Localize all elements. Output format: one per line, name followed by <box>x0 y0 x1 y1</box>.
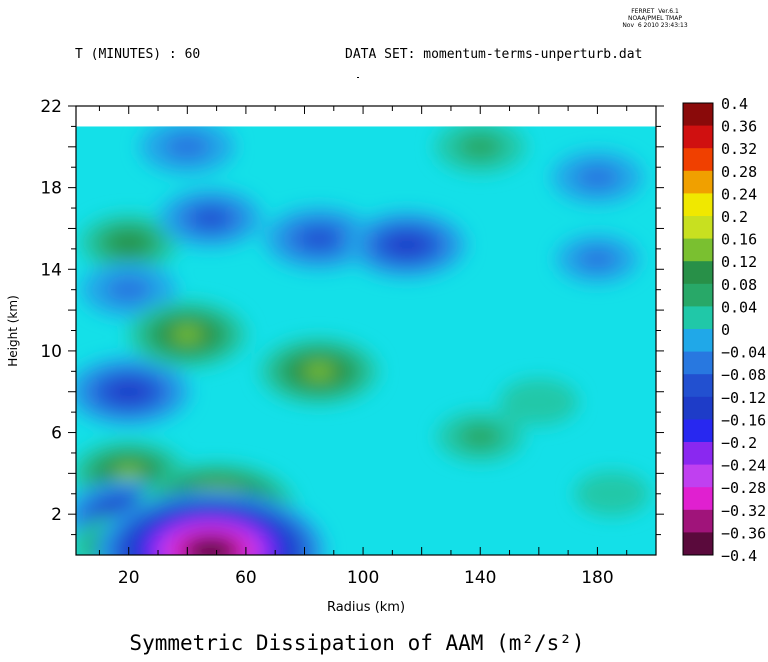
heatmap-plot-area <box>76 126 656 555</box>
colorbar-segment-6 <box>683 238 713 262</box>
x-tick-label-0: 20 <box>118 568 140 588</box>
heatmap-blob-12-4 <box>304 362 335 380</box>
colorbar-segment-7 <box>683 261 713 285</box>
colorbar-label-14: −0.16 <box>721 411 766 429</box>
colorbar-segment-10 <box>683 329 713 353</box>
colorbar-segment-2 <box>683 148 713 172</box>
colorbar-segment-9 <box>683 306 713 330</box>
heatmap-blob-20-1 <box>574 471 650 517</box>
colorbar-segment-15 <box>683 442 713 466</box>
colorbar-segment-11 <box>683 351 713 375</box>
colorbar-label-10: 0 <box>721 321 730 339</box>
colorbar-segment-5 <box>683 216 713 240</box>
colorbar-segment-14 <box>683 419 713 443</box>
y-tick-label-2: 10 <box>40 342 62 362</box>
heatmap-blob-16-2 <box>458 423 503 450</box>
colorbar-label-6: 0.16 <box>721 231 757 249</box>
colorbar-label-1: 0.36 <box>721 118 757 136</box>
colorbar-segment-12 <box>683 374 713 398</box>
stamp-line-2: NOAA/PMEL TMAP <box>628 15 682 22</box>
colorbar-label-17: −0.28 <box>721 479 766 497</box>
colorbar-label-9: 0.04 <box>721 298 757 316</box>
colorbar-segment-13 <box>683 396 713 420</box>
colorbar: 0.4 0.36 0.32 0.28 0.24 0.2 0.16 0.12 0.08 0.04 0 −… <box>682 95 766 565</box>
heatmap-blob-8-3 <box>193 208 229 229</box>
colorbar-segment-0 <box>683 103 713 127</box>
colorbar-segment-3 <box>683 170 713 194</box>
time-label: T (MINUTES) : 60 <box>75 47 201 62</box>
colorbar-label-13: −0.12 <box>721 389 766 407</box>
colorbar-label-2: 0.32 <box>721 140 757 158</box>
stamp-line-1: FERRET Ver.6.1 <box>631 8 679 15</box>
colorbar-label-19: −0.36 <box>721 524 766 542</box>
colorbar-label-12: −0.08 <box>721 366 766 384</box>
y-tick-label-5: 22 <box>40 97 62 117</box>
heatmap-blob-6-4 <box>172 326 203 344</box>
y-axis-label: Height (km) <box>6 295 20 366</box>
colorbar-segment-17 <box>683 487 713 511</box>
colorbar-label-8: 0.08 <box>721 276 757 294</box>
heatmap-blob-3-4 <box>114 465 144 482</box>
heatmap-blob-1-2 <box>104 275 153 304</box>
colorbar-label-4: 0.24 <box>721 185 757 203</box>
colorbar-segment-1 <box>683 125 713 149</box>
heatmap-blob-19-2 <box>576 246 619 272</box>
heatmap-blob-14-4 <box>391 236 423 254</box>
colorbar-label-15: −0.2 <box>721 434 757 452</box>
colorbar-segment-16 <box>683 464 713 488</box>
heatmap-blob-2-4 <box>113 383 145 401</box>
chart-title: Symmetric Dissipation of AAM (m²/s²) <box>129 631 584 655</box>
colorbar-label-7: 0.12 <box>721 253 757 271</box>
heatmap-blob-7-2 <box>163 133 212 161</box>
stray-dot <box>357 77 359 78</box>
colorbar-segment-18 <box>683 509 713 533</box>
x-tick-label-1: 60 <box>235 568 257 588</box>
colorbar-label-20: −0.4 <box>721 547 757 565</box>
x-tick-label-4: 180 <box>581 568 613 588</box>
y-tick-label-0: 2 <box>51 505 62 525</box>
colorbar-segment-19 <box>683 532 713 556</box>
ferret-stamp: FERRET Ver.6.1 NOAA/PMEL TMAP Nov 6 2010… <box>600 8 710 29</box>
x-tick-label-2: 100 <box>347 568 379 588</box>
heatmap-blob-18-2 <box>574 164 621 191</box>
y-tick-label-1: 6 <box>51 424 62 444</box>
colorbar-segment-4 <box>683 193 713 217</box>
axes-group: 20 60 100 140 180 2 6 10 14 18 22 <box>40 97 664 588</box>
colorbar-label-5: 0.2 <box>721 208 748 226</box>
colorbar-segment-8 <box>683 283 713 307</box>
heatmap-blob-13-3 <box>300 228 338 250</box>
colorbar-label-0: 0.4 <box>721 95 748 113</box>
colorbar-label-18: −0.32 <box>721 502 766 520</box>
heatmap-blob-15-2 <box>457 133 504 161</box>
colorbar-label-3: 0.28 <box>721 163 757 181</box>
heatmap-blob-11-11 <box>200 545 222 555</box>
y-tick-label-3: 14 <box>40 260 62 280</box>
dataset-label: DATA SET: momentum-terms-unperturb.dat <box>345 47 643 62</box>
stamp-line-3: Nov 6 2010 23:43:13 <box>622 22 688 29</box>
colorbar-label-11: −0.04 <box>721 344 766 362</box>
x-tick-label-3: 140 <box>464 568 496 588</box>
colorbar-frame <box>682 102 714 556</box>
heatmap-blob-0-3 <box>112 233 146 253</box>
y-tick-label-4: 18 <box>40 179 62 199</box>
colorbar-label-16: −0.24 <box>721 457 766 475</box>
heatmap-blob-17-1 <box>499 378 579 426</box>
x-axis-label: Radius (km) <box>327 600 405 615</box>
